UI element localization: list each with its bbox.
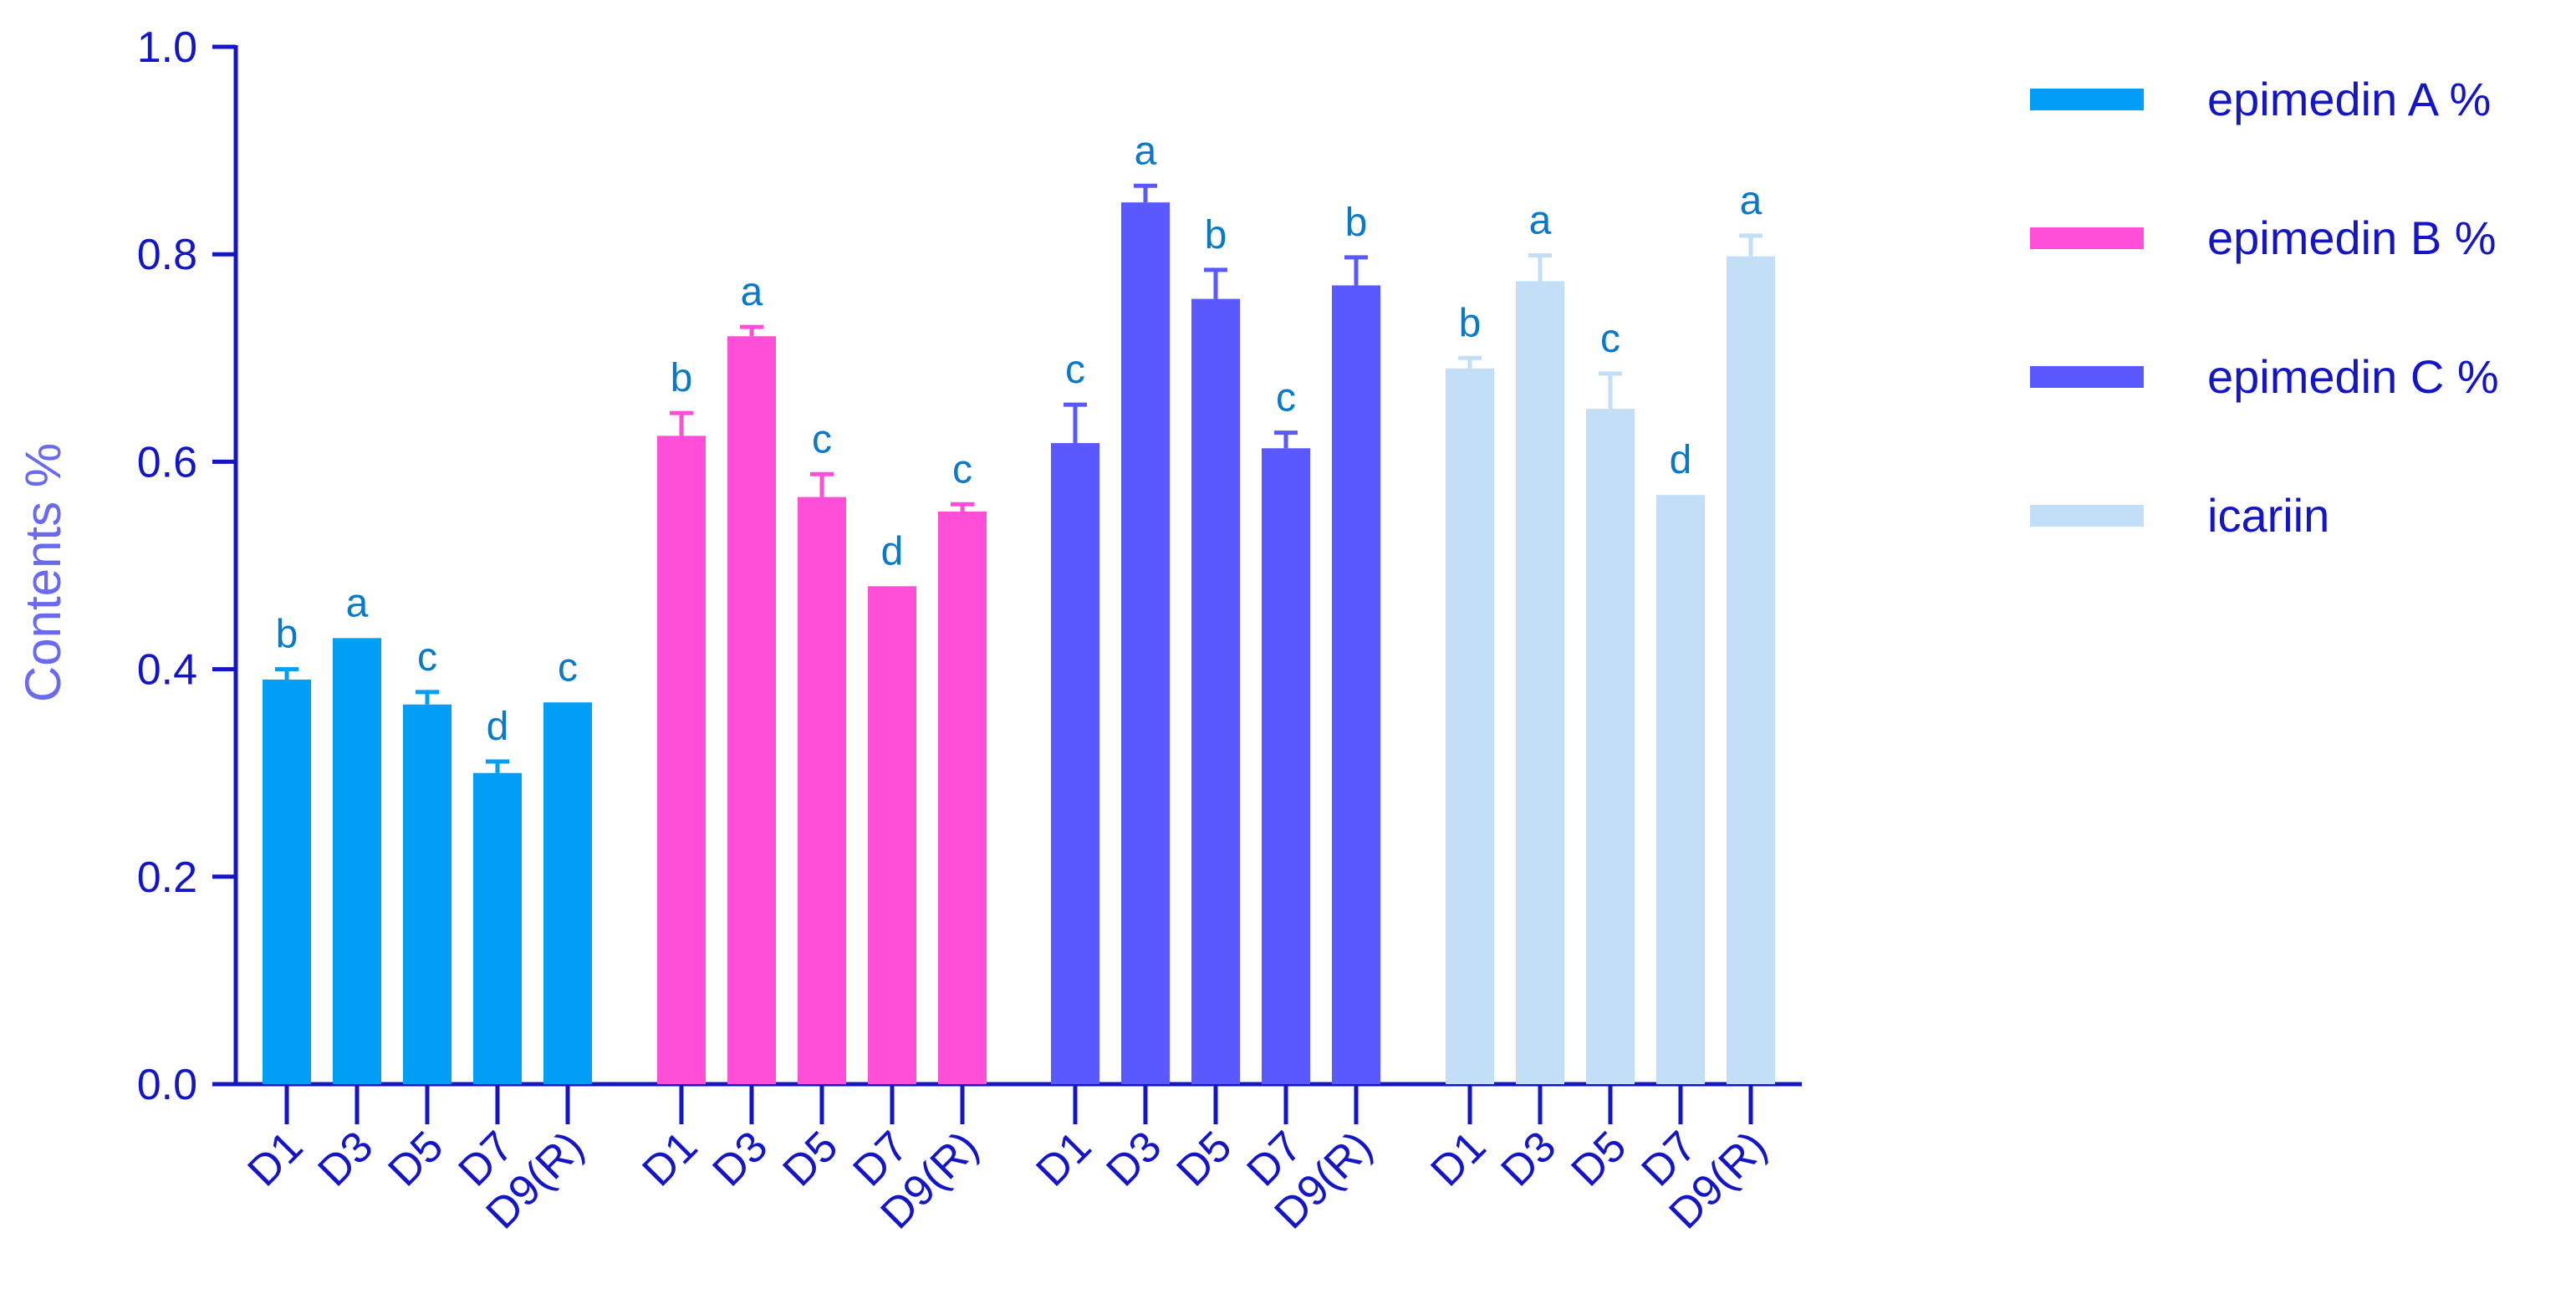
significance-label: b: [1459, 301, 1482, 345]
bar: [1262, 448, 1310, 1084]
y-tick-label: 1.0: [137, 23, 197, 72]
x-tick-label: D5: [773, 1122, 847, 1195]
bar: [1051, 443, 1099, 1084]
significance-label: a: [1740, 179, 1762, 223]
x-tick-label: D1: [238, 1122, 312, 1195]
bars: [263, 183, 1775, 1085]
bar: [333, 638, 381, 1084]
x-tick-label: D3: [309, 1122, 382, 1195]
bar: [1446, 368, 1494, 1085]
legend-label: epimedin C %: [2207, 350, 2499, 403]
bar: [1332, 285, 1380, 1084]
y-tick-label: 0.2: [137, 853, 197, 902]
significance-label: a: [1529, 198, 1552, 242]
x-tick-label: D1: [1421, 1122, 1495, 1195]
y-axis-title: Contents %: [15, 443, 71, 702]
bar: [1586, 409, 1635, 1084]
bar: [1516, 281, 1564, 1084]
axes: 0.0 0.2 0.4 0.6 0.8 1.0 Contents %: [15, 23, 1802, 1124]
significance-label: a: [346, 581, 369, 625]
x-tick-label: D1: [633, 1122, 706, 1195]
bar: [1656, 495, 1705, 1084]
legend-swatch: [2030, 366, 2144, 388]
bar: [1121, 202, 1170, 1084]
x-tick-label: D5: [1167, 1122, 1241, 1195]
y-tick-label: 0.8: [137, 231, 197, 279]
bar: [403, 704, 451, 1084]
x-tick-label: D5: [1562, 1122, 1635, 1195]
legend-swatch: [2030, 227, 2144, 249]
y-tick-label: 0.4: [137, 646, 197, 695]
significance-label: b: [276, 613, 298, 657]
x-tick-label: D1: [1027, 1122, 1100, 1195]
significance-label: a: [1135, 129, 1157, 173]
significance-label: c: [417, 635, 437, 680]
bar: [473, 772, 522, 1084]
bar: [868, 586, 916, 1084]
x-tick-label: D3: [1097, 1122, 1171, 1195]
significance-label: a: [741, 270, 763, 314]
x-tick-label: D5: [379, 1122, 452, 1195]
significance-label: d: [487, 705, 509, 749]
legend-label: epimedin B %: [2207, 211, 2497, 264]
bar: [938, 511, 987, 1084]
significance-label: c: [1065, 348, 1085, 392]
y-tick-label: 0.0: [137, 1061, 197, 1109]
significance-label: c: [558, 645, 578, 690]
legend: epimedin A % epimedin B % epimedin C % icar…: [2030, 73, 2499, 542]
bar: [1191, 298, 1240, 1084]
x-tick-label: D3: [703, 1122, 777, 1195]
significance-label: b: [671, 356, 693, 400]
bar: [657, 436, 706, 1084]
significance-label: d: [1670, 438, 1692, 482]
significance-label: c: [1600, 317, 1620, 361]
bar: [798, 497, 846, 1084]
legend-swatch: [2030, 89, 2144, 110]
significance-label: b: [1345, 201, 1368, 245]
significance-label: c: [952, 447, 972, 492]
legend-swatch: [2030, 505, 2144, 527]
significance-label: c: [1276, 376, 1296, 420]
significance-label: b: [1205, 213, 1227, 257]
bar: [263, 680, 311, 1084]
y-tick-label: 0.6: [137, 438, 197, 486]
bar: [727, 336, 776, 1084]
significance-label: c: [812, 417, 832, 461]
x-tick-label: D3: [1492, 1122, 1565, 1195]
bar: [1727, 256, 1775, 1084]
bar: [543, 702, 592, 1084]
legend-label: epimedin A %: [2207, 73, 2491, 125]
significance-label: d: [881, 529, 904, 573]
legend-label: icariin: [2207, 489, 2329, 542]
